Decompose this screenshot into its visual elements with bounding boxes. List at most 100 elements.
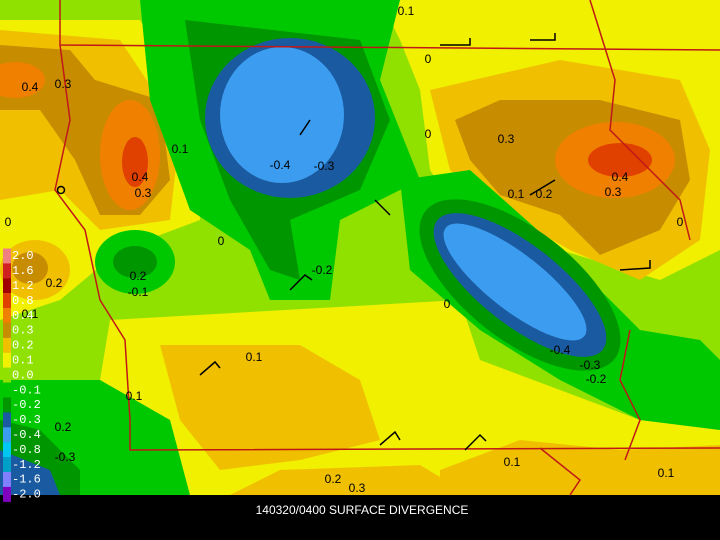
legend-swatch [3,337,11,353]
wind-barb [374,199,391,216]
legend-label: 2.0 [12,249,34,263]
contour-label: 0.4 [132,170,149,184]
legend-label: -1.6 [12,473,41,487]
legend-swatch [3,472,11,487]
legend-label: 0.1 [12,353,34,367]
wind-barb [199,360,221,376]
wind-barb [529,179,556,196]
orange-region [0,62,45,98]
legend-swatch [3,263,11,279]
contour-label: 0.1 [246,350,263,364]
gold-region [440,440,720,495]
legend-label: -0.1 [12,383,41,397]
contour-label: 0.1 [504,455,521,469]
contour-label: 0.2 [536,187,553,201]
contour-label: 0 [444,297,451,311]
legend-swatch [3,248,11,264]
wind-barb [464,433,487,451]
blue-region [443,223,587,341]
legend-label: 0.0 [12,368,34,382]
brown-region [12,252,48,284]
wind-barbs [199,33,651,451]
legend-label: 1.2 [12,279,34,293]
contour-label: -0.4 [550,343,571,357]
contour-label: 0.3 [135,186,152,200]
contour-label: 0 [425,127,432,141]
dkblue-region [0,450,60,495]
legend-label: 0.3 [12,324,34,338]
legend-label: -2.0 [12,488,41,502]
contour-label: 0.1 [508,187,525,201]
blue-region [220,47,344,183]
dkgreen-region [113,246,157,278]
legend-label: 1.6 [12,264,34,278]
contour-labels: 0.4 0.30.10.40.3-0.4 -0.300-0.20.2-0.10.20… [5,4,684,495]
legend-label: 0.2 [12,339,34,353]
legend-swatch [3,412,11,428]
wind-barb [440,38,471,46]
contour-label: 0.2 [325,472,342,486]
legend-swatch [3,427,11,443]
legend-swatch [3,293,11,309]
legend-label: -0.3 [12,413,41,427]
legend-swatch [3,308,11,324]
contour-label: 0.1 [658,466,675,480]
legend-label: -0.4 [12,428,41,442]
contour-label: -0.2 [312,263,333,277]
borders [54,0,720,496]
state-border [539,447,582,496]
contour-label: 0.2 [55,420,72,434]
legend-swatch [3,278,11,294]
contour-label: 0.3 [605,185,622,199]
legend-swatch [3,352,11,368]
legend: 2.01.61.20.80.40.30.20.10.0-0.1-0.2-0.3-… [3,248,41,502]
legend-swatch [3,486,11,502]
legend-swatch [3,382,11,398]
gold-region [230,465,470,495]
wind-barb [530,33,556,41]
contour-label: 0.3 [55,77,72,91]
legend-label: -1.2 [12,458,41,472]
contour-label: 0.3 [349,481,366,495]
contour-label: 0.1 [22,307,39,321]
field [0,0,720,495]
contour-label: -0.3 [55,450,76,464]
legend-swatch [3,323,11,338]
station-marker [56,185,66,195]
red-region [588,143,652,177]
contour-label: 0.4 [22,80,39,94]
legend-label: 0.8 [12,294,34,308]
state-border [589,0,691,241]
state-border [54,44,720,451]
contour-label: 0.3 [498,132,515,146]
legend-label: 0.4 [12,309,34,323]
contour-label: -0.3 [580,358,601,372]
contour-label: 0.1 [126,389,143,403]
contour-label: 0.2 [130,269,147,283]
contour-label: 0 [425,52,432,66]
legend-swatch [3,457,11,473]
contour-label: 0 [5,215,12,229]
legend-label: -0.8 [12,443,41,457]
wind-barb [289,274,313,291]
contour-label: -0.1 [128,285,149,299]
contour-label: 0.1 [398,4,415,18]
contour-label: -0.3 [314,159,335,173]
map-title: 140320/0400 SURFACE DIVERGENCE [256,503,469,517]
legend-swatch [3,442,11,458]
contour-label: 0 [218,234,225,248]
state-border [619,329,641,461]
contour-label: 0.2 [46,276,63,290]
legend-label: -0.2 [12,398,41,412]
red-region [122,137,148,187]
contour-label: -0.2 [586,372,607,386]
legend-swatch [3,397,11,413]
contour-label: 0 [677,215,684,229]
wind-barb [299,119,311,136]
wind-barb [619,260,651,271]
gold-region [160,345,380,470]
contour-label: -0.4 [270,158,291,172]
legend-swatch [3,367,11,383]
contour-label: 0.4 [612,170,629,184]
